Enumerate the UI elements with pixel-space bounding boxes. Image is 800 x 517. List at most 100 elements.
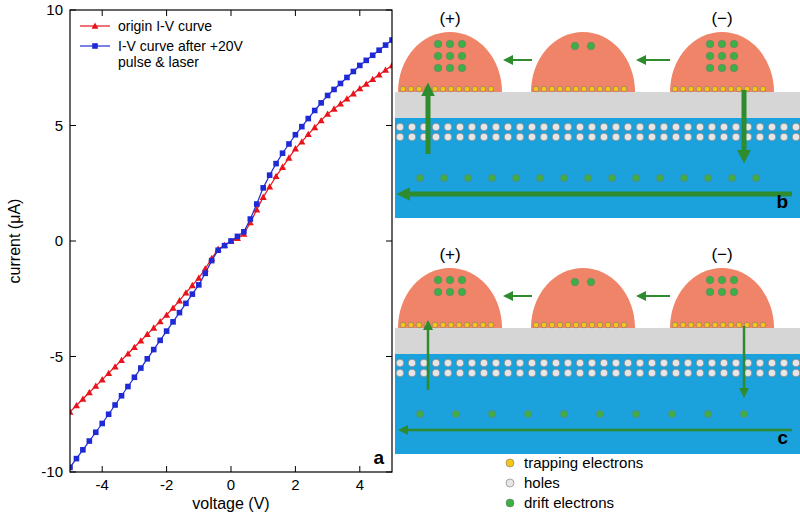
hole xyxy=(420,369,428,377)
hole xyxy=(624,359,632,367)
legend-marker xyxy=(92,23,99,29)
drift-electron xyxy=(633,411,640,418)
data-point xyxy=(196,282,202,288)
trapping-electron xyxy=(712,322,718,328)
data-point xyxy=(293,132,299,138)
panel-letter: c xyxy=(777,427,788,448)
hole xyxy=(432,123,440,131)
data-point xyxy=(357,63,363,69)
data-point xyxy=(248,216,254,222)
drift-electron xyxy=(417,411,424,418)
hole xyxy=(768,123,776,131)
trapping-electron xyxy=(472,86,478,92)
drift-electron xyxy=(718,288,726,296)
x-tick-label: 4 xyxy=(356,476,364,493)
data-point xyxy=(80,447,86,453)
legend-label: origin I-V curve xyxy=(118,18,212,34)
drift-electron xyxy=(753,175,760,182)
trapping-electron xyxy=(712,86,718,92)
hole xyxy=(504,359,512,367)
hole xyxy=(564,359,572,367)
data-point xyxy=(318,100,324,106)
drift-electron xyxy=(706,276,714,284)
electrode-label: (−) xyxy=(711,9,732,28)
trapping-electron xyxy=(589,86,595,92)
data-point xyxy=(363,58,369,64)
drift-electron xyxy=(730,52,738,60)
hole xyxy=(636,359,644,367)
data-point xyxy=(279,164,286,170)
data-point xyxy=(344,75,350,81)
data-point xyxy=(118,357,125,363)
x-tick-label: 2 xyxy=(291,476,299,493)
drift-electron xyxy=(434,276,442,284)
trapping-electron xyxy=(720,86,726,92)
data-point xyxy=(157,318,164,324)
data-point xyxy=(124,350,131,356)
drift-electron xyxy=(458,52,466,60)
x-tick xyxy=(359,466,360,472)
trapping-electron xyxy=(597,86,603,92)
trapping-electron xyxy=(416,322,422,328)
data-point xyxy=(376,47,382,53)
hole xyxy=(588,123,596,131)
data-point xyxy=(266,183,273,189)
trapping-electron xyxy=(621,322,627,328)
hole xyxy=(720,123,728,131)
trapping-electron xyxy=(480,322,486,328)
key-dot xyxy=(506,459,514,467)
hole xyxy=(504,369,512,377)
hole xyxy=(468,359,476,367)
hole xyxy=(648,359,656,367)
trapping-electron xyxy=(541,86,547,92)
data-point xyxy=(356,85,363,91)
drift-electron xyxy=(434,288,442,296)
drift-electron xyxy=(561,411,568,418)
drift-electron xyxy=(730,288,738,296)
hole xyxy=(756,133,764,141)
electrode-dome xyxy=(670,268,774,328)
data-point xyxy=(280,150,286,156)
trapping-electron xyxy=(672,322,678,328)
data-point xyxy=(325,93,331,99)
drift-electron xyxy=(597,411,604,418)
data-point xyxy=(285,154,292,160)
drift-electron xyxy=(587,42,595,50)
drift-electron xyxy=(633,175,640,182)
drift-electron xyxy=(571,42,579,50)
hole xyxy=(684,123,692,131)
y-tick-label: -10 xyxy=(41,463,63,480)
data-point xyxy=(132,374,138,380)
arrow xyxy=(402,429,792,432)
legend-line-text: I-V curve after +20V xyxy=(118,38,244,54)
hole xyxy=(468,133,476,141)
hole xyxy=(396,133,404,141)
trapping-electron xyxy=(464,322,470,328)
data-point xyxy=(292,145,299,151)
hole xyxy=(624,133,632,141)
trapping-electron xyxy=(688,86,694,92)
drift-electron xyxy=(718,40,726,48)
hole xyxy=(492,359,500,367)
hole xyxy=(660,359,668,367)
arrow xyxy=(402,192,792,197)
hole xyxy=(432,359,440,367)
electrode-dome xyxy=(398,32,502,92)
data-point xyxy=(137,337,144,343)
drift-electron xyxy=(458,288,466,296)
data-point xyxy=(350,90,357,96)
drift-electron xyxy=(458,40,466,48)
trapping-electron xyxy=(488,322,494,328)
hole xyxy=(756,123,764,131)
hole xyxy=(408,123,416,131)
hole xyxy=(528,359,536,367)
data-point xyxy=(157,338,163,344)
data-point xyxy=(299,124,305,130)
trapping-electron xyxy=(456,322,462,328)
data-point xyxy=(318,117,325,123)
drift-electron xyxy=(706,64,714,72)
data-point xyxy=(164,328,170,334)
hole xyxy=(648,133,656,141)
data-point xyxy=(235,234,241,240)
drift-electron xyxy=(705,175,712,182)
